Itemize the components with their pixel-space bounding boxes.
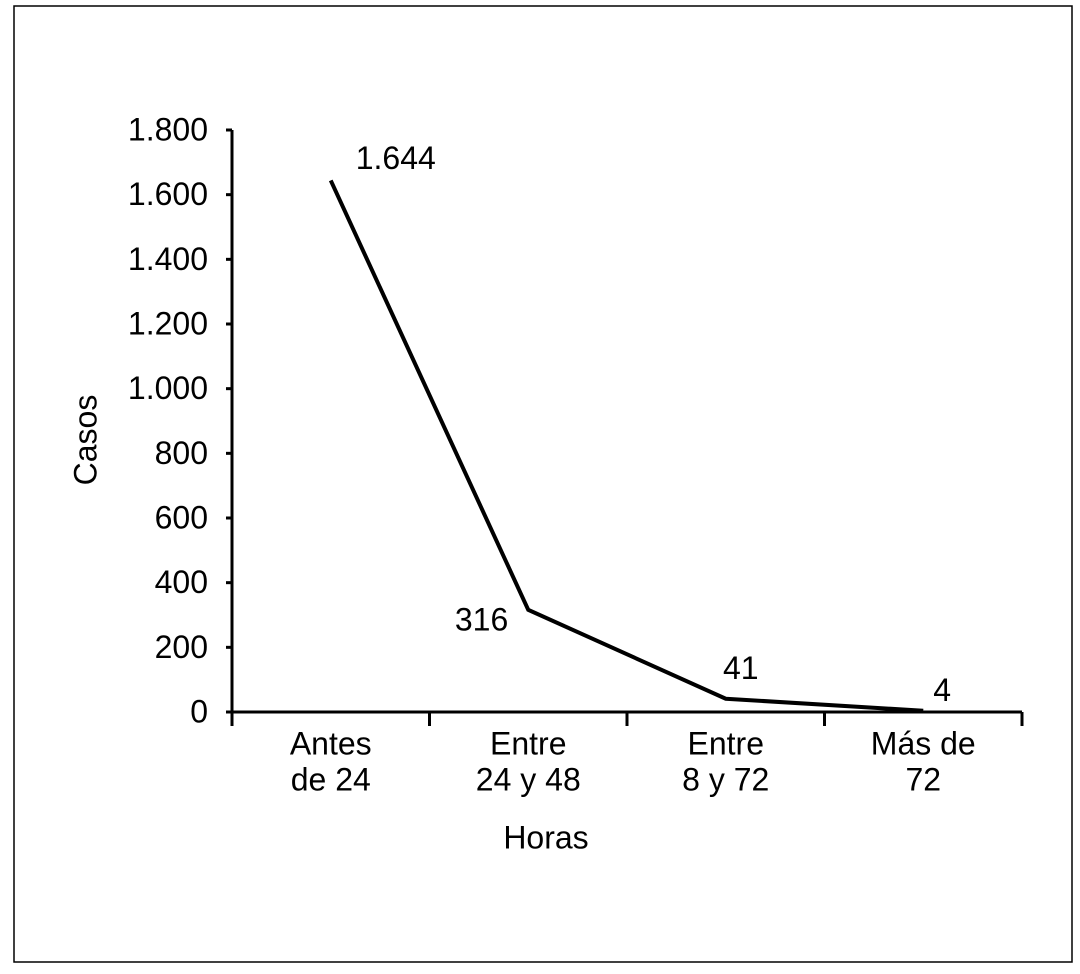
y-tick-label: 600 <box>155 499 208 535</box>
x-tick-label: Antes <box>290 725 372 761</box>
value-label: 41 <box>723 650 759 686</box>
y-tick-label: 1.000 <box>128 370 208 406</box>
x-tick-label: Entre <box>688 725 764 761</box>
y-tick-label: 1.200 <box>128 305 208 341</box>
data-line <box>328 179 924 713</box>
x-tick-label: Más de <box>871 725 976 761</box>
y-axis-label: Casos <box>67 395 103 486</box>
x-tick-label: de 24 <box>291 761 371 797</box>
y-tick-label: 1.400 <box>128 241 208 277</box>
value-label: 316 <box>455 601 508 637</box>
x-tick-label: 72 <box>905 761 941 797</box>
value-label: 1.644 <box>356 140 436 176</box>
x-tick-label: Entre <box>490 725 566 761</box>
frame <box>13 5 1073 963</box>
x-tick-label: 8 y 72 <box>682 761 769 797</box>
value-label: 4 <box>933 672 951 708</box>
y-tick-label: 200 <box>155 629 208 665</box>
y-tick-label: 0 <box>190 693 208 729</box>
y-tick-label: 1.600 <box>128 176 208 212</box>
y-tick-label: 400 <box>155 564 208 600</box>
x-tick-label: 24 y 48 <box>476 761 581 797</box>
y-tick-label: 800 <box>155 435 208 471</box>
y-tick-label: 1.800 <box>128 111 208 147</box>
x-axis-label: Horas <box>503 819 588 855</box>
